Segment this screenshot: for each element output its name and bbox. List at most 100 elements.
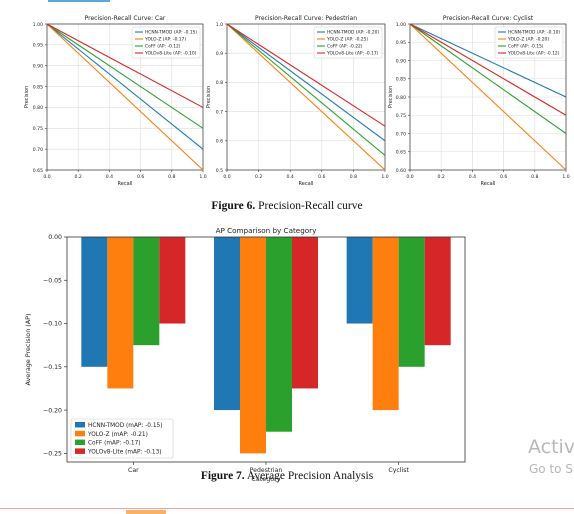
y-tick-label: 0.6 bbox=[216, 139, 223, 145]
legend-swatch-3 bbox=[75, 439, 85, 446]
y-tick-label: 0.85 bbox=[396, 77, 406, 83]
x-tick-label: 1.0 bbox=[381, 174, 388, 180]
plot-frame bbox=[46, 23, 204, 171]
activation-watermark-title: Activ bbox=[528, 436, 574, 458]
figure6-caption-label: Figure 6. bbox=[211, 200, 256, 212]
y-tick-label: 0.90 bbox=[396, 58, 406, 64]
activation-watermark-subtitle: Go to S bbox=[529, 462, 573, 476]
bar-car-2 bbox=[107, 237, 134, 389]
legend-swatch-1 bbox=[75, 422, 85, 428]
series-line-3 bbox=[409, 23, 567, 134]
x-tick-label: 0.2 bbox=[75, 174, 82, 180]
bar-pedestrian-3 bbox=[266, 237, 292, 432]
x-tick-label: Cyclist bbox=[388, 467, 409, 474]
y-tick-label: 0.80 bbox=[396, 95, 406, 101]
y-tick-label: 1.00 bbox=[33, 22, 43, 28]
legend-entry-2: YOLO-Z (AP: -0.17) bbox=[144, 37, 186, 43]
y-tick-label: 0.8 bbox=[216, 80, 223, 86]
x-tick-label: 0.6 bbox=[500, 174, 507, 180]
series-line-2 bbox=[226, 23, 386, 171]
pr-chart-1: 0.65 0.70 0.75 0.80 0.85 0.90 0.95 1.00 0.0 0.2 0.… bbox=[24, 15, 207, 187]
top-accent-bar bbox=[48, 0, 110, 2]
x-axis-label: Recall bbox=[118, 181, 133, 187]
bar-cyclist-3 bbox=[398, 237, 425, 367]
bar-car-1 bbox=[81, 237, 108, 367]
y-tick-label: 0.95 bbox=[33, 43, 43, 49]
bar-pedestrian-1 bbox=[214, 237, 240, 411]
series-line-4 bbox=[226, 23, 386, 127]
legend-box bbox=[70, 418, 174, 459]
legend-entry-2: YOLO-Z (mAP: -0.21) bbox=[87, 432, 148, 438]
y-tick-label: 0.65 bbox=[396, 150, 406, 156]
y-tick-label: 0.70 bbox=[396, 131, 406, 137]
x-tick-label: Pedestrian bbox=[250, 467, 283, 474]
y-axis-label: Precision bbox=[206, 86, 212, 108]
legend-entry-1: HCNN-TMOD (AP: -0.15) bbox=[145, 30, 197, 36]
y-tick-label: 0.9 bbox=[216, 51, 223, 57]
x-axis-label: Category bbox=[251, 475, 280, 483]
bar-pedestrian-4 bbox=[292, 237, 318, 389]
figure6-caption: Figure 6. Precision-Recall curve bbox=[0, 200, 574, 212]
y-axis-label: Average Precision (AP) bbox=[24, 313, 32, 385]
y-tick-label: 0.7 bbox=[216, 109, 223, 115]
plot-frame bbox=[226, 23, 386, 171]
chart-title: Precision-Recall Curve: Pedestrian bbox=[255, 15, 357, 22]
y-tick-label: 0.65 bbox=[33, 168, 43, 174]
x-axis-label: Recall bbox=[299, 181, 314, 187]
y-axis-label: Precision bbox=[24, 86, 30, 108]
x-tick-label: 1.0 bbox=[199, 174, 206, 180]
bar-car-4 bbox=[159, 237, 186, 324]
y-tick-label: 0.70 bbox=[33, 147, 43, 153]
y-tick-label: −0.20 bbox=[43, 407, 62, 414]
bar-cyclist-2 bbox=[372, 237, 399, 411]
y-tick-label: 0.00 bbox=[48, 234, 62, 241]
series-line-4 bbox=[46, 23, 204, 108]
chart-title: AP Comparison by Category bbox=[216, 226, 318, 235]
x-tick-label: 0.6 bbox=[137, 174, 144, 180]
x-tick-label: 0.4 bbox=[106, 174, 113, 180]
y-tick-label: 0.90 bbox=[33, 64, 43, 70]
legend-entry-2: YOLO-Z (AP: -0.25) bbox=[326, 37, 368, 43]
bar-car-3 bbox=[133, 237, 160, 346]
series-line-3 bbox=[226, 23, 386, 156]
legend-swatch-4 bbox=[75, 448, 85, 454]
x-tick-label: 1.0 bbox=[562, 174, 569, 180]
figure7-caption-text: Average Precision Analysis bbox=[244, 470, 374, 482]
y-tick-label: 0.95 bbox=[396, 40, 406, 46]
x-tick-label: 0.0 bbox=[43, 174, 50, 180]
legend-entry-1: HCNN-TMOD (mAP: -0.15) bbox=[88, 423, 162, 429]
pr-chart-3: 0.60 0.65 0.70 0.75 0.80 0.85 0.90 0.95 1.00 0.0 0… bbox=[388, 15, 570, 187]
legend-entry-4: YOLOv8-Lite (AP: -0.17) bbox=[326, 51, 379, 57]
bottom-tab-accent bbox=[126, 510, 166, 514]
series-line-4 bbox=[409, 23, 567, 116]
y-tick-label: 1.0 bbox=[216, 22, 223, 28]
x-tick-label: 0.2 bbox=[438, 174, 445, 180]
x-tick-label: 0.4 bbox=[287, 174, 294, 180]
legend-entry-3: CoFF (AP: -0.12) bbox=[145, 44, 181, 50]
figure6-caption-text: Precision-Recall curve bbox=[255, 200, 363, 212]
legend-entry-4: YOLOv8-Lite (mAP: -0.13) bbox=[87, 449, 162, 455]
chart-title: Precision-Recall Curve: Car bbox=[85, 15, 166, 22]
legend: HCNN-TMOD (AP: -0.10)YOLO-Z (AP: -0.20)C… bbox=[494, 26, 564, 59]
y-tick-label: 0.60 bbox=[396, 168, 406, 174]
figure7-caption: Figure 7. Average Precision Analysis bbox=[0, 470, 574, 482]
y-tick-label: 1.00 bbox=[396, 22, 406, 28]
x-tick-label: Car bbox=[128, 467, 139, 474]
x-tick-label: 0.4 bbox=[469, 174, 476, 180]
legend-entry-4: YOLOv8-Lite (AP: -0.10) bbox=[144, 51, 197, 57]
x-tick-label: 0.6 bbox=[318, 174, 325, 180]
bar-cyclist-1 bbox=[346, 237, 373, 324]
y-tick-label: 0.80 bbox=[33, 105, 43, 111]
series-line-1 bbox=[226, 23, 386, 142]
x-tick-label: 0.8 bbox=[168, 174, 175, 180]
series-line-1 bbox=[46, 23, 204, 150]
legend: HCNN-TMOD (AP: -0.20)YOLO-Z (AP: -0.25)C… bbox=[313, 26, 383, 59]
y-tick-label: 0.75 bbox=[396, 113, 406, 119]
bar-pedestrian-2 bbox=[240, 237, 266, 454]
x-tick-label: 0.8 bbox=[531, 174, 538, 180]
y-axis-label: Precision bbox=[388, 86, 394, 108]
y-tick-label: −0.10 bbox=[43, 321, 62, 328]
plot-frame bbox=[66, 236, 466, 463]
legend-box bbox=[494, 26, 564, 59]
